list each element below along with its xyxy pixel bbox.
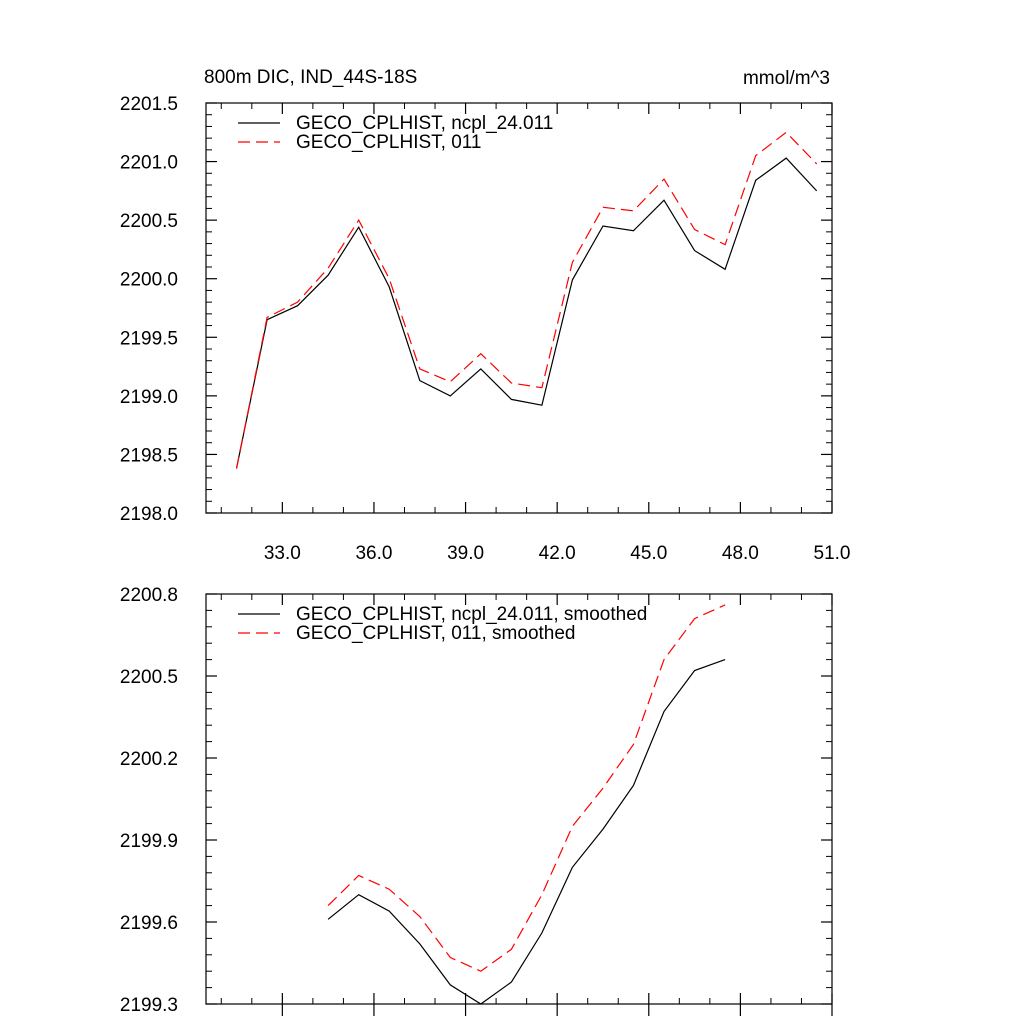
y-tick-label: 2199.3 (120, 995, 178, 1016)
legend-label: GECO_CPLHIST, ncpl_24.011 (296, 113, 553, 134)
x-tick-label: 33.0 (264, 543, 301, 564)
x-tick-label: 51.0 (814, 543, 851, 564)
y-tick-label: 2200.2 (120, 749, 178, 770)
y-tick-label: 2201.0 (120, 153, 178, 174)
series-line-011 (235, 131, 818, 469)
plot-frame (205, 102, 833, 514)
x-tick-label: 42.0 (539, 543, 576, 564)
y-tick-label: 2199.9 (120, 831, 178, 852)
units-label: mmol/m^3 (743, 68, 830, 89)
y-tick-label: 2200.5 (120, 211, 178, 232)
legend-label: GECO_CPLHIST, ncpl_24.011, smoothed (296, 604, 647, 625)
x-tick-label: 39.0 (447, 543, 484, 564)
y-tick-label: 2199.6 (120, 913, 178, 934)
x-tick-label: 48.0 (722, 543, 759, 564)
series-line-ncpl-24-011 (235, 157, 818, 469)
y-tick-label: 2200.8 (120, 585, 178, 606)
y-tick-label: 2199.0 (120, 387, 178, 408)
series-line-ncpl-24-011 (327, 659, 726, 1005)
y-tick-label: 2201.5 (120, 94, 178, 115)
top-panel: 2198.0 2198.5 2199.0 2199.5 2200.0 2200.5 2201… (120, 67, 851, 564)
plot-frame (205, 593, 833, 1005)
series-line-011 (327, 604, 726, 972)
legend-label: GECO_CPLHIST, 011, smoothed (296, 623, 576, 644)
y-tick-label: 2198.0 (120, 504, 178, 525)
y-tick-label: 2199.5 (120, 328, 178, 349)
bottom-panel: 2199.3 2199.6 2199.9 2200.2 2200.5 2200.8 GECO… (120, 585, 833, 1016)
legend-label: GECO_CPLHIST, 011 (296, 132, 482, 153)
y-tick-label: 2200.0 (120, 270, 178, 291)
x-tick-label: 36.0 (355, 543, 392, 564)
y-tick-label: 2198.5 (120, 445, 178, 466)
chart-title: 800m DIC, IND_44S-18S (204, 67, 417, 88)
y-tick-label: 2200.5 (120, 667, 178, 688)
x-tick-label: 45.0 (630, 543, 667, 564)
